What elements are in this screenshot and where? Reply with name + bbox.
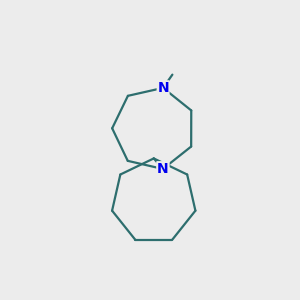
Text: N: N [157, 162, 169, 176]
Text: N: N [157, 162, 169, 176]
Text: N: N [157, 81, 169, 95]
